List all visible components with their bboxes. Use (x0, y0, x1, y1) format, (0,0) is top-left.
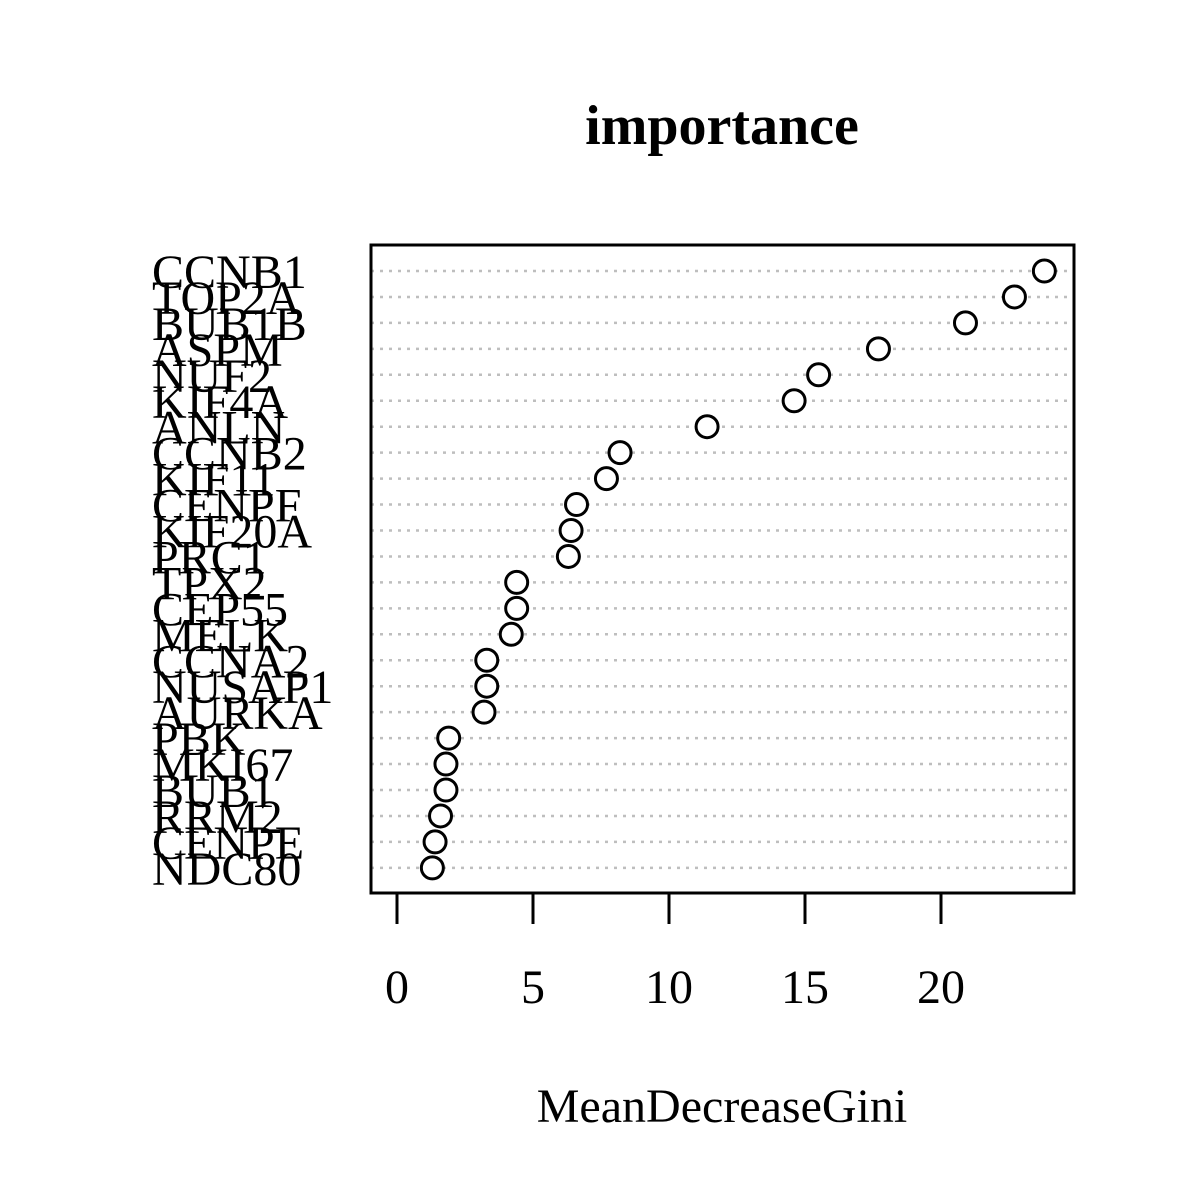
data-points (419, 258, 1057, 881)
category-label: NUF2 (152, 350, 272, 403)
category-label: MKI67 (152, 739, 293, 792)
chart-title: importance (585, 95, 859, 157)
category-label: NDC80 (152, 843, 301, 896)
data-point (504, 569, 530, 595)
category-label: TPX2 (152, 557, 267, 610)
category-label: CCNA2 (152, 635, 309, 688)
x-axis: 0 5 10 15 20 (385, 891, 965, 1014)
data-point (1031, 258, 1057, 284)
data-point (952, 310, 978, 336)
data-point (422, 829, 448, 855)
data-point (607, 440, 633, 466)
category-label: KIF11 (152, 454, 276, 507)
data-point (593, 466, 619, 492)
category-label: CENPF (152, 480, 301, 533)
category-label: CCNB1 (152, 246, 307, 299)
data-point (428, 803, 454, 829)
x-tick-label: 20 (917, 961, 965, 1014)
x-tick-label: 0 (385, 961, 409, 1014)
category-label: RRM2 (152, 791, 283, 844)
x-tick-label: 5 (521, 961, 545, 1014)
category-label: PBK (152, 713, 246, 766)
x-tick-label: 15 (781, 961, 829, 1014)
category-label: CCNB2 (152, 428, 307, 481)
data-point (564, 492, 590, 518)
category-label: BUB1B (152, 298, 307, 351)
category-label: CEP55 (152, 583, 288, 636)
category-labels: CCNB1TOP2ABUB1BASPMNUF2KIF4AANLNCCNB2KIF… (152, 246, 333, 896)
category-label: ASPM (152, 324, 283, 377)
category-label: AURKA (152, 687, 323, 740)
x-tick-label: 10 (645, 961, 693, 1014)
data-point (694, 414, 720, 440)
data-point (474, 673, 500, 699)
data-point (498, 621, 524, 647)
category-label: KIF20A (152, 506, 312, 559)
data-point (433, 751, 459, 777)
data-point (558, 518, 584, 543)
data-point (419, 855, 445, 881)
category-label: KIF4A (152, 376, 288, 429)
data-point (433, 777, 459, 803)
category-label: ANLN (152, 402, 285, 455)
category-label: MELK (152, 609, 288, 662)
x-axis-label: MeanDecreaseGini (537, 1080, 907, 1133)
grid-lines (371, 269, 1074, 870)
data-point (474, 647, 500, 673)
data-point (1001, 284, 1027, 310)
data-point (471, 699, 497, 725)
data-point (781, 388, 807, 414)
data-point (865, 336, 891, 362)
data-point (504, 595, 530, 621)
category-label: PRC1 (152, 531, 267, 584)
category-label: BUB1 (152, 765, 275, 818)
category-label: TOP2A (152, 272, 301, 325)
data-point (806, 362, 832, 388)
category-label: NUSAP1 (152, 661, 333, 714)
data-point (436, 725, 462, 751)
data-point (555, 543, 581, 569)
plot-frame (369, 243, 1076, 895)
category-label: CENPE (152, 817, 304, 870)
